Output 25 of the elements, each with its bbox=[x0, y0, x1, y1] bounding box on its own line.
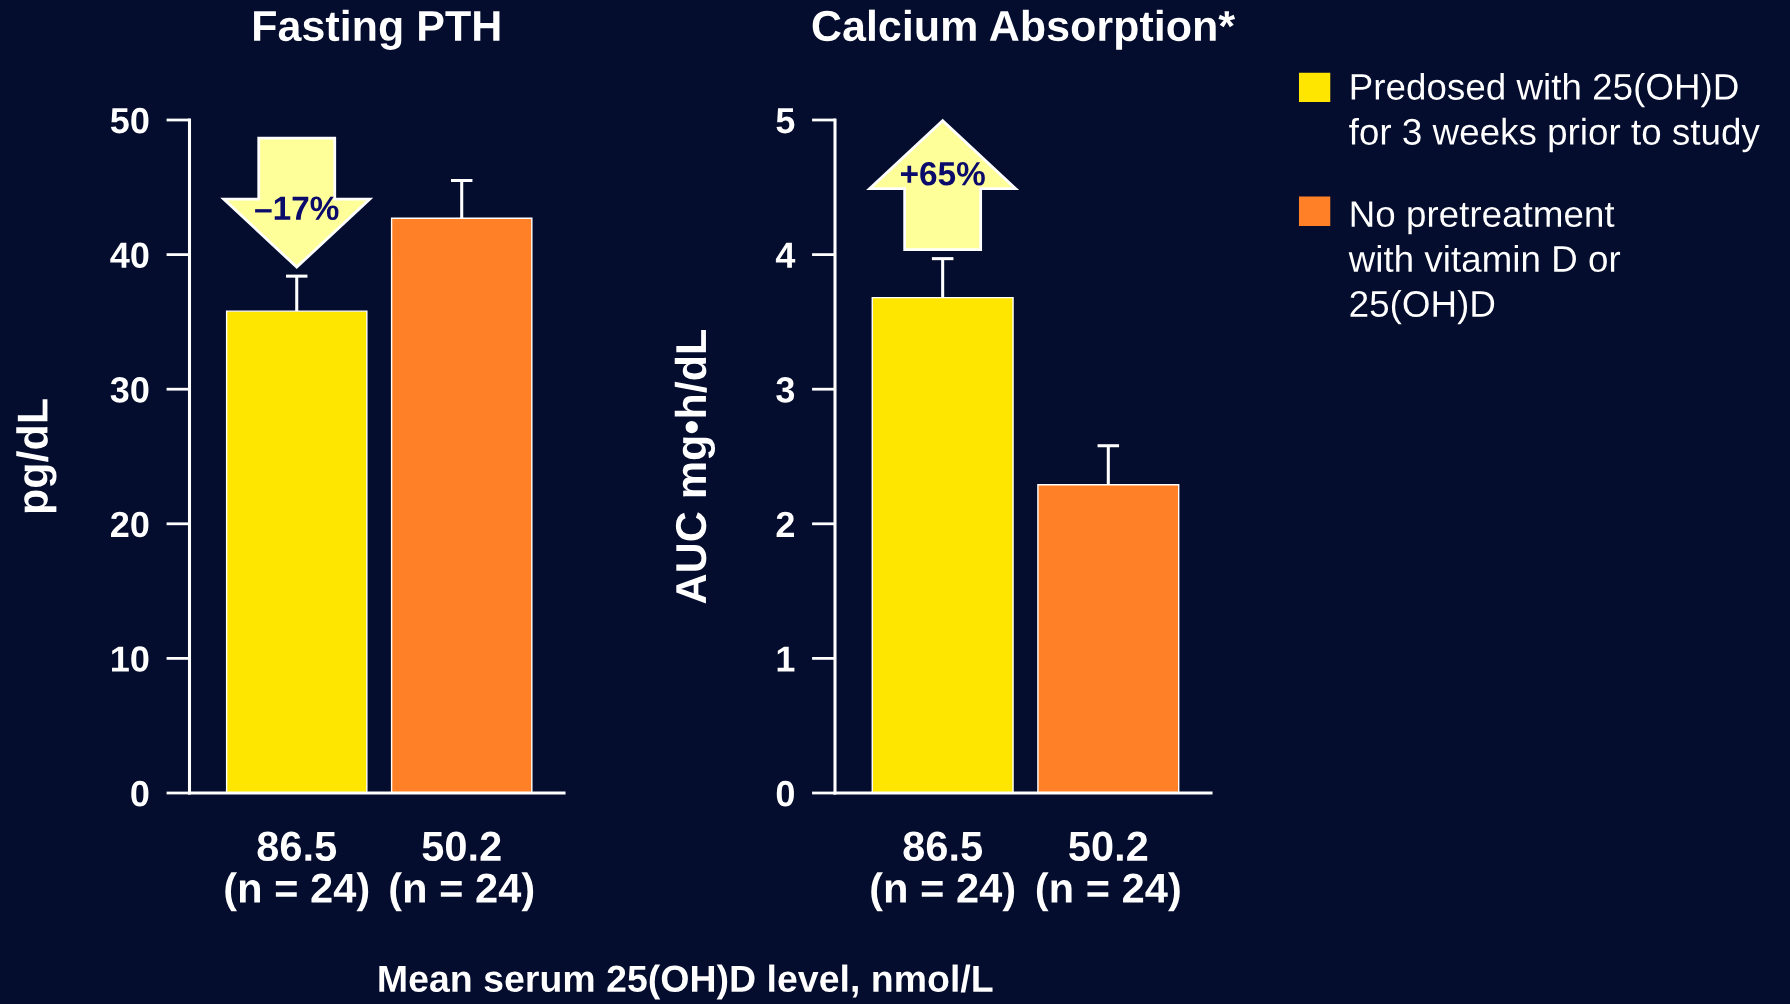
y-tick-label: 0 bbox=[131, 780, 149, 807]
annotation: +65% bbox=[900, 161, 985, 186]
x-axis-title: Mean serum 25(OH)D level, nmol/L bbox=[379, 964, 993, 1000]
x-tick-label: 50.2 (n = 24) bbox=[390, 831, 534, 912]
y-axis-title: AUC mg•h/dL bbox=[674, 330, 716, 604]
legend-label: No pretreatment with vitamin D or 25(OH)D bbox=[1348, 201, 1621, 325]
x-tick-label: 86.5 (n = 24) bbox=[225, 831, 369, 912]
chart-title: Calcium Absorption* bbox=[812, 9, 1236, 50]
y-tick-label: 1 bbox=[777, 646, 795, 672]
y-axis-title: pg/dL bbox=[16, 399, 57, 513]
x-tick-label: 50.2 (n = 24) bbox=[1036, 831, 1180, 912]
y-tick-label: 3 bbox=[776, 377, 795, 403]
y-tick-label: 2 bbox=[776, 511, 794, 537]
y-tick-label: 5 bbox=[776, 108, 795, 134]
y-tick-label: 50 bbox=[110, 107, 149, 134]
y-tick-label: 40 bbox=[110, 242, 149, 269]
y-tick-label: 10 bbox=[112, 646, 149, 672]
y-tick-label: 30 bbox=[110, 377, 149, 403]
annotation: –17% bbox=[255, 196, 339, 221]
chart-title: Fasting PTH bbox=[254, 9, 500, 50]
x-tick-label: 86.5 (n = 24) bbox=[871, 831, 1015, 912]
y-tick-label: 20 bbox=[111, 511, 149, 538]
y-tick-label: 4 bbox=[775, 242, 796, 268]
y-tick-label: 0 bbox=[776, 780, 794, 807]
legend-label: Predosed with 25(OH)D for 3 weeks prior to study bbox=[1349, 72, 1760, 153]
